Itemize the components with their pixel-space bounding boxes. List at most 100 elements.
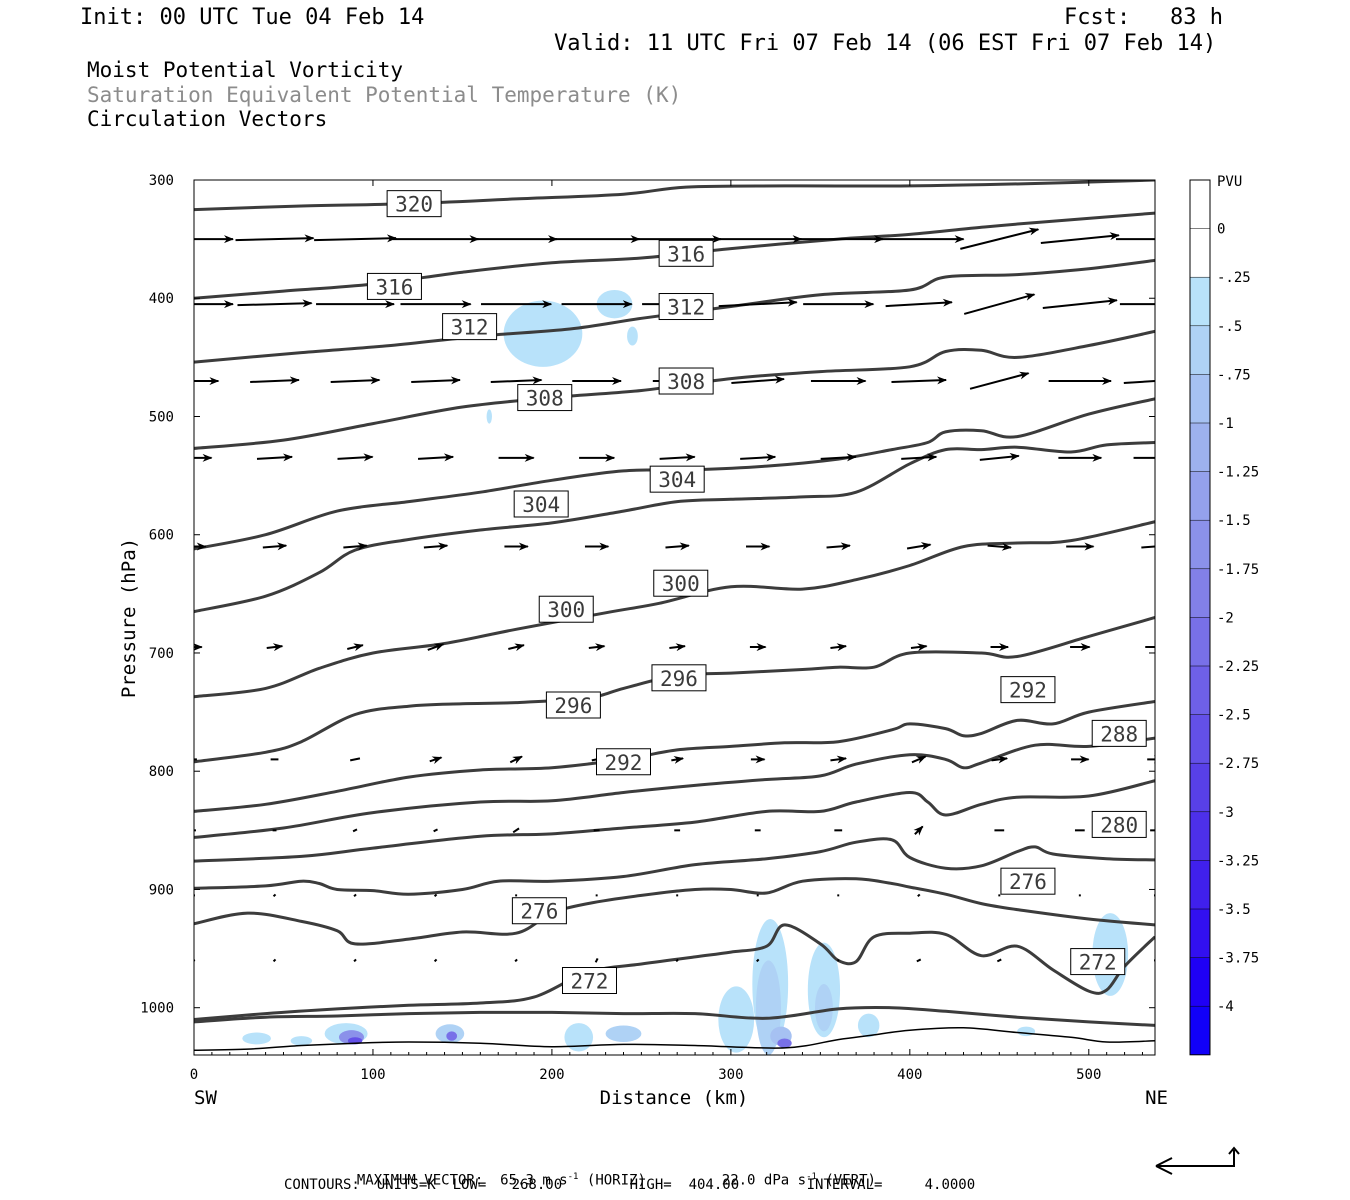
- contour-label-text: 276: [520, 900, 558, 924]
- contour-label: 280: [1091, 810, 1147, 838]
- contour-label: 276: [511, 897, 567, 925]
- vector-arrow: [917, 893, 921, 898]
- vector-arrow: [963, 292, 1036, 315]
- contour-label-box: [442, 313, 498, 341]
- colorbar-swatch: [1190, 423, 1210, 472]
- contour-label-box: [658, 293, 714, 321]
- vector-arrow: [671, 755, 685, 764]
- y-tick-label: 400: [149, 291, 174, 307]
- mpv-region: [290, 1036, 313, 1046]
- vector-arrow: [659, 453, 696, 462]
- vector-arrow: [272, 893, 277, 898]
- contour-label-box: [366, 272, 422, 300]
- mpv-region: [242, 1032, 271, 1045]
- mpv-region: [777, 1038, 792, 1048]
- x-tick-label: 400: [897, 1067, 922, 1083]
- vector-arrow: [411, 376, 461, 385]
- vector-arrow: [665, 542, 690, 551]
- vector-arrow: [731, 375, 786, 384]
- contour-label-box: [658, 239, 714, 267]
- vector-arrow: [911, 755, 927, 764]
- vector-arrow: [337, 453, 374, 462]
- vector-arrow: [433, 958, 438, 963]
- isentrope-268: [194, 923, 1155, 1021]
- contour-label-box: [386, 190, 442, 218]
- vector-arrow: [910, 643, 928, 652]
- contour-label: 312: [658, 293, 714, 321]
- legend-theta-es: Saturation Equivalent Potential Temperat…: [87, 83, 682, 107]
- contour-labels: 320 316 316 312 312 308 308 304 304 300 300 296 296 2…: [366, 190, 1147, 995]
- contour-label-text: 272: [1079, 951, 1117, 975]
- horiz-unit: m s: [542, 1172, 568, 1189]
- vector-arrow: [262, 542, 288, 551]
- plot-frame: [193, 179, 1156, 1056]
- colorbar-swatch: [1190, 909, 1210, 958]
- colorbar-label: -3.75: [1217, 951, 1259, 967]
- init-time: Init: 00 UTC Tue 04 Feb 14: [80, 5, 425, 30]
- isentrope-low: [194, 1005, 1155, 1027]
- vector-arrow: [979, 452, 1020, 461]
- vector-arrow: [512, 827, 520, 834]
- vector-arrow: [718, 298, 798, 308]
- circulation-vectors: [194, 227, 1155, 963]
- contour-label: 292: [595, 748, 651, 776]
- colorbar-label: -2.5: [1217, 708, 1251, 724]
- colorbar-swatch: [1190, 277, 1210, 326]
- contour-label: 308: [658, 367, 714, 395]
- vector-arrow: [996, 958, 1002, 963]
- contour-label: 300: [538, 595, 594, 623]
- contour-label: 296: [651, 664, 707, 692]
- contour-label-box: [1070, 948, 1126, 976]
- contour-label-text: 300: [662, 572, 700, 596]
- mpv-region: [605, 1025, 642, 1042]
- y-tick-label: 600: [149, 528, 174, 544]
- surface-line: [194, 1026, 1155, 1052]
- colorbar-swatch: [1190, 714, 1210, 764]
- colorbar-label: -1: [1217, 416, 1234, 432]
- colorbar-swatch: [1190, 860, 1210, 909]
- valid-time: Valid: 11 UTC Fri 07 Feb 14 (06 EST Fri …: [554, 31, 1217, 56]
- vector-arrow: [588, 643, 606, 652]
- max-vector-line: MAXIMUM VECTOR: 65.3 m s-1 (HORIZ) 22.0 …: [340, 1159, 876, 1188]
- vector-arrow: [675, 958, 679, 963]
- axes: 0 100 200 300 400 500 300 400 500 600 700 800 900 100…: [140, 173, 1155, 1083]
- colorbar: PVU 0 -.25 -.5 -.75 -1 -1.25 -1.5 -1.75 -2 -2.25 -2…: [1189, 174, 1259, 1056]
- vector-arrow: [237, 299, 313, 308]
- y-tick-label: 800: [149, 764, 174, 780]
- vector-arrow: [826, 542, 851, 551]
- colorbar-swatch: [1190, 568, 1210, 618]
- isentrope-284: [194, 736, 1155, 839]
- vector-arrow: [830, 755, 848, 764]
- vector-arrow: [916, 958, 922, 963]
- vector-arrow: [490, 376, 543, 385]
- y-tick-label: 500: [149, 409, 174, 425]
- vector-arrow: [669, 643, 686, 652]
- contour-label: 308: [517, 384, 573, 412]
- contour-label-box: [658, 367, 714, 395]
- vector-arrow: [885, 298, 953, 308]
- vector-arrow: [330, 376, 381, 385]
- contour-label-box: [513, 490, 569, 518]
- contour-label-box: [1000, 867, 1056, 895]
- vector-arrow: [1123, 380, 1155, 384]
- contour-label-text: 292: [1009, 679, 1047, 703]
- contour-label-text: 320: [395, 193, 433, 217]
- colorbar-label: -1.5: [1217, 513, 1251, 529]
- vector-arrow: [352, 828, 358, 833]
- vector-arrow: [353, 958, 357, 963]
- contour-label-box: [561, 967, 617, 995]
- contour-label-text: 312: [667, 296, 705, 320]
- contour-label-box: [545, 691, 601, 719]
- vector-arrow: [272, 958, 277, 963]
- colorbar-label: -.5: [1217, 319, 1242, 335]
- contour-label-box: [649, 465, 705, 493]
- vector-arrow: [820, 453, 857, 462]
- x-axis-title: Distance (km): [600, 1087, 749, 1109]
- legend-vectors: Circulation Vectors: [87, 107, 328, 131]
- y-tick-label: 300: [149, 173, 174, 189]
- isentrope-308: [194, 329, 1155, 450]
- contour-label: 304: [649, 465, 705, 493]
- vert-unit: dPa s: [763, 1172, 807, 1189]
- sw-label: SW: [194, 1087, 217, 1109]
